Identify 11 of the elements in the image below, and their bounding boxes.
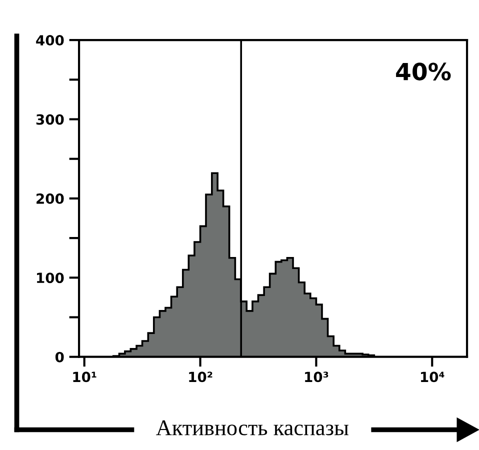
annotation: 40% — [396, 62, 451, 80]
x-axis-title: Активность каспазы — [156, 420, 348, 436]
y-tick-label: 400 — [36, 35, 64, 46]
x-tick-label: 10³ — [305, 372, 328, 382]
y-tick-label: 200 — [36, 193, 64, 204]
y-tick-label: 100 — [37, 272, 64, 284]
x-tick-label: 10² — [189, 372, 212, 382]
y-tick-label: 0 — [55, 352, 64, 362]
y-tick-label: 300 — [36, 114, 64, 125]
x-tick-label: 10⁴ — [420, 372, 444, 382]
x-tick-label: 10¹ — [73, 372, 96, 382]
